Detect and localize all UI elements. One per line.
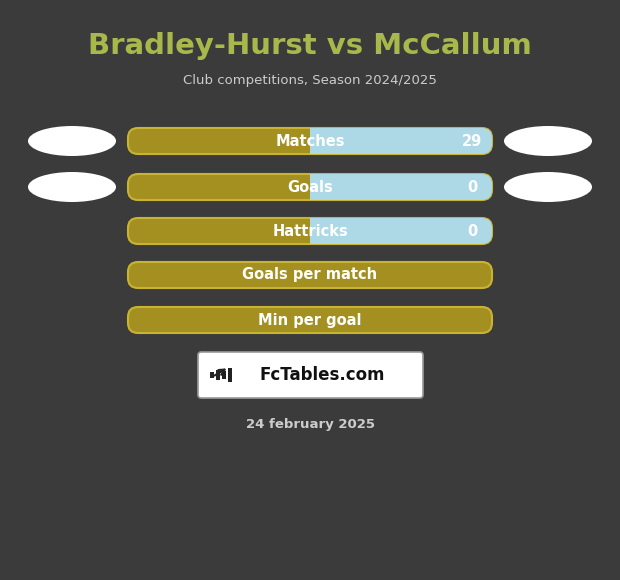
Text: 24 february 2025: 24 february 2025 [246, 418, 374, 431]
Bar [216, 370, 220, 380]
Text: Matches: Matches [275, 133, 345, 148]
Text: Hattricks: Hattricks [272, 223, 348, 238]
Ellipse shape [28, 172, 116, 202]
Text: 29: 29 [462, 133, 482, 148]
Bar [210, 372, 214, 378]
FancyBboxPatch shape [128, 128, 492, 154]
Bar [310, 218, 492, 244]
Bar [310, 128, 492, 154]
FancyBboxPatch shape [198, 352, 423, 398]
Text: 0: 0 [467, 223, 477, 238]
FancyBboxPatch shape [128, 174, 492, 200]
FancyBboxPatch shape [128, 218, 492, 244]
Text: Goals per match: Goals per match [242, 267, 378, 282]
FancyBboxPatch shape [128, 307, 492, 333]
Text: Bradley-Hurst vs McCallum: Bradley-Hurst vs McCallum [88, 32, 532, 60]
Bar [310, 174, 492, 200]
Text: Goals: Goals [287, 179, 333, 194]
Text: Club competitions, Season 2024/2025: Club competitions, Season 2024/2025 [183, 74, 437, 87]
Ellipse shape [28, 126, 116, 156]
Bar [222, 371, 226, 379]
Bar [228, 368, 232, 382]
Text: Min per goal: Min per goal [259, 313, 361, 328]
Text: 0: 0 [467, 179, 477, 194]
FancyBboxPatch shape [128, 262, 492, 288]
Text: FcTables.com: FcTables.com [260, 366, 385, 384]
Ellipse shape [504, 172, 592, 202]
Ellipse shape [504, 126, 592, 156]
